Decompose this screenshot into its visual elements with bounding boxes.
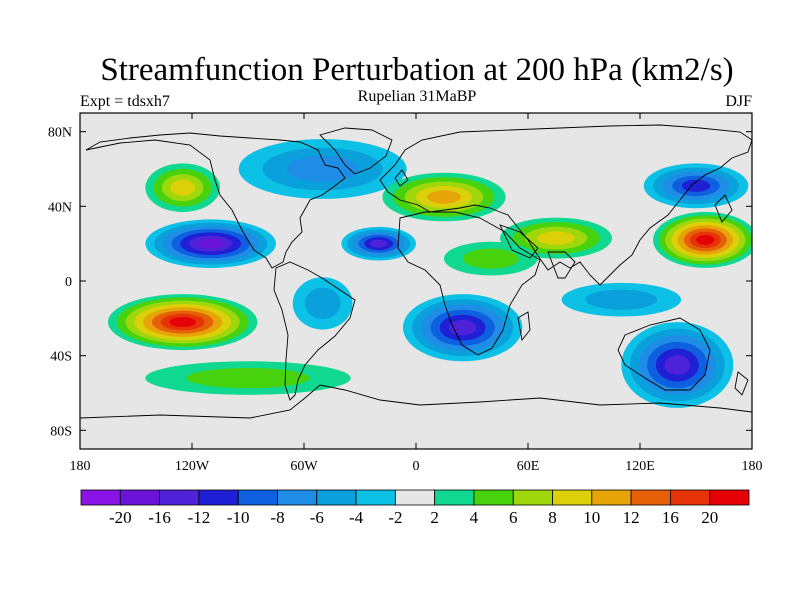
colorbar-label: -6 — [310, 508, 324, 527]
colorbar-label: -10 — [227, 508, 250, 527]
colorbar-swatch — [237, 489, 278, 506]
colorbar-swatch — [709, 489, 750, 506]
colorbar-swatch — [355, 489, 396, 506]
africa-coast — [397, 211, 541, 356]
colorbar-swatch — [198, 489, 239, 506]
contour-level — [304, 287, 341, 320]
colorbar-swatch — [119, 489, 160, 506]
colorbar-swatch — [316, 489, 357, 506]
colorbar-swatch — [277, 489, 318, 506]
x-tick-label: 60E — [517, 459, 540, 474]
field-anomaly — [643, 163, 749, 209]
contour-level — [286, 156, 359, 182]
colorbar-swatch — [512, 489, 553, 506]
y-tick-label: 80S — [50, 424, 72, 439]
contour-level — [696, 235, 715, 245]
contour-level — [370, 239, 388, 248]
colorbar-label: -20 — [109, 508, 132, 527]
colorbar-label: -12 — [188, 508, 211, 527]
colorbar-label: 16 — [662, 508, 679, 527]
colorbar-swatch — [434, 489, 475, 506]
colorbar-label: -8 — [270, 508, 284, 527]
contour-level — [186, 367, 310, 389]
colorbar-swatch — [394, 489, 436, 506]
colorbar-swatch — [473, 489, 514, 506]
colorbar-swatch — [630, 489, 671, 506]
field-anomaly — [443, 241, 538, 276]
colorbar-label: 2 — [430, 508, 439, 527]
india-coast — [547, 251, 576, 279]
contour-level — [537, 231, 575, 245]
y-tick-label: 40S — [50, 350, 72, 365]
colorbar-swatch — [159, 489, 200, 506]
colorbar-swatch — [552, 489, 593, 506]
eurasia-coast — [379, 124, 752, 286]
colorbar-swatch — [80, 489, 121, 506]
colorbar-label: -4 — [349, 508, 364, 527]
field-anomaly — [238, 139, 407, 199]
x-tick-label: 120W — [175, 459, 210, 474]
contour-level — [197, 238, 224, 249]
colorbar-label: 10 — [583, 508, 600, 527]
contour-level — [462, 248, 519, 269]
x-axis-ticks: 180 120W 60W 0 60E 120E 180 — [70, 113, 763, 474]
y-axis-ticks: 80N 40N 0 40S 80S — [48, 126, 752, 439]
north-america-coast — [85, 132, 346, 269]
field-anomaly — [292, 277, 353, 330]
colorbar-label: -2 — [388, 508, 402, 527]
colorbar-swatch — [670, 489, 711, 506]
field-anomaly — [341, 226, 416, 261]
x-tick-label: 0 — [413, 459, 420, 474]
x-tick-label: 180 — [742, 459, 763, 474]
contour-level — [427, 190, 461, 204]
field-anomaly — [107, 294, 258, 351]
japan-coast — [714, 194, 733, 223]
plot-title: Streamfunction Perturbation at 200 hPa (… — [100, 52, 734, 88]
x-tick-label: 120E — [625, 459, 655, 474]
season-label: DJF — [725, 93, 752, 110]
colorbar-swatch — [591, 489, 632, 506]
streamfunction-field — [107, 139, 752, 408]
colorbar-label: 4 — [470, 508, 479, 527]
south-america-coast — [273, 261, 356, 401]
colorbar-label: -16 — [148, 508, 171, 527]
field-anomaly — [145, 219, 276, 268]
contour-level — [664, 355, 691, 375]
x-tick-label: 60W — [290, 459, 318, 474]
colorbar: -20 -16 -12 -10 -8 -6 -4 -2 2 4 6 8 10 12 16 20 — [80, 489, 750, 527]
colorbar-label: 6 — [509, 508, 518, 527]
antarctica-coast — [80, 384, 752, 419]
y-tick-label: 40N — [48, 200, 72, 215]
arabia-coast — [499, 224, 539, 259]
colorbar-label: 8 — [548, 508, 557, 527]
x-tick-label: 180 — [70, 459, 91, 474]
contour-level — [169, 317, 196, 327]
field-anomaly — [402, 294, 523, 362]
field-anomaly — [145, 361, 351, 395]
field-anomaly — [145, 163, 220, 212]
field-anomaly — [500, 217, 612, 259]
colorbar-label: 12 — [623, 508, 640, 527]
australia-coast — [617, 317, 711, 391]
colorbar-label: 20 — [701, 508, 718, 527]
british-isles-coast — [394, 169, 409, 187]
experiment-label: Expt = tdsxh7 — [80, 93, 170, 110]
y-tick-label: 80N — [48, 126, 72, 141]
field-anomaly — [621, 322, 734, 408]
greenland-coast — [319, 127, 393, 175]
coastlines — [80, 124, 752, 419]
plot-subtitle: Rupelian 31MaBP — [357, 88, 477, 105]
new-zealand-coast — [734, 371, 749, 396]
contour-level — [170, 179, 196, 196]
field-anomaly — [561, 282, 682, 317]
field-anomaly — [653, 211, 752, 268]
field-anomaly — [382, 172, 506, 222]
madagascar-coast — [517, 311, 531, 342]
contour-level — [585, 289, 658, 310]
y-tick-label: 0 — [65, 275, 72, 290]
